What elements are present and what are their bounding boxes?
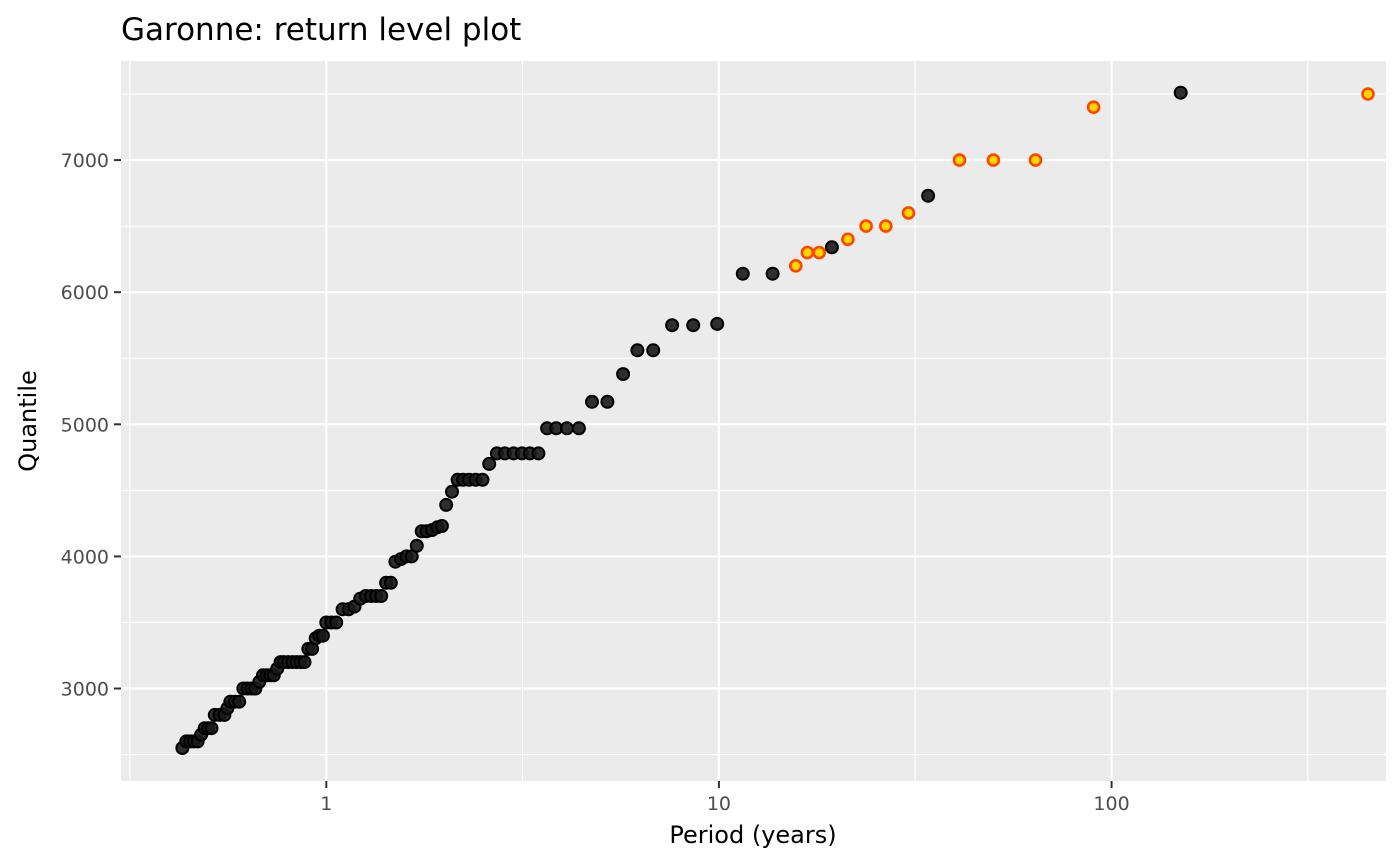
- data-point: [383, 575, 398, 590]
- data-point: [445, 484, 459, 499]
- highlight-data-point: [841, 232, 855, 247]
- data-point: [921, 188, 936, 203]
- data-point: [439, 497, 454, 512]
- highlight-data-point: [812, 245, 827, 260]
- data-point: [559, 421, 574, 436]
- data-point: [600, 394, 615, 409]
- data-point: [646, 343, 661, 358]
- y-tick-label: 3000: [61, 679, 109, 701]
- data-point: [409, 538, 424, 553]
- highlight-data-point: [788, 258, 803, 273]
- data-point: [824, 240, 839, 255]
- data-point: [765, 266, 780, 281]
- highlight-data-point: [1028, 153, 1043, 167]
- highlight-data-point: [901, 206, 916, 220]
- data-point: [232, 694, 247, 709]
- data-point: [297, 655, 312, 670]
- y-tick-label: 6000: [61, 282, 109, 304]
- data-point: [686, 318, 701, 333]
- y-tick-label: 7000: [61, 150, 109, 172]
- data-point: [1173, 85, 1188, 100]
- highlight-data-point: [952, 153, 967, 167]
- y-tick-label: 4000: [61, 546, 109, 568]
- data-point: [571, 421, 586, 436]
- x-axis-title: Period (years): [669, 821, 836, 849]
- data-point: [735, 266, 750, 281]
- x-tick-label: 10: [707, 793, 731, 815]
- highlight-data-point: [878, 219, 893, 233]
- data-point: [531, 446, 546, 461]
- data-point: [630, 343, 645, 358]
- major-gridlines: [121, 61, 1386, 781]
- data-point: [329, 615, 344, 630]
- data-point: [710, 316, 725, 331]
- chart-title: Garonne: return level plot: [121, 12, 521, 48]
- highlight-data-point: [1361, 87, 1375, 101]
- highlight-data-point: [1086, 100, 1101, 114]
- data-point: [475, 472, 490, 487]
- y-axis: 3000 4000 5000 6000 7000: [61, 150, 121, 701]
- highlight-data-point: [859, 219, 873, 233]
- y-axis-title: Quantile: [14, 370, 42, 472]
- highlight-data-point: [800, 245, 815, 260]
- x-axis: 1 10 100: [320, 781, 1130, 815]
- data-point: [616, 367, 631, 382]
- highlight-data-point: [986, 153, 1001, 167]
- plot-panel: [121, 61, 1386, 781]
- data-point: [585, 394, 599, 409]
- data-point: [665, 318, 680, 333]
- data-point: [315, 628, 330, 643]
- y-tick-label: 5000: [61, 414, 109, 436]
- data-point: [204, 721, 219, 736]
- data-point: [434, 519, 449, 533]
- x-tick-label: 1: [320, 793, 332, 815]
- x-tick-label: 100: [1093, 793, 1129, 815]
- data-points: [175, 85, 1375, 755]
- data-point: [374, 589, 389, 603]
- data-point: [482, 456, 497, 471]
